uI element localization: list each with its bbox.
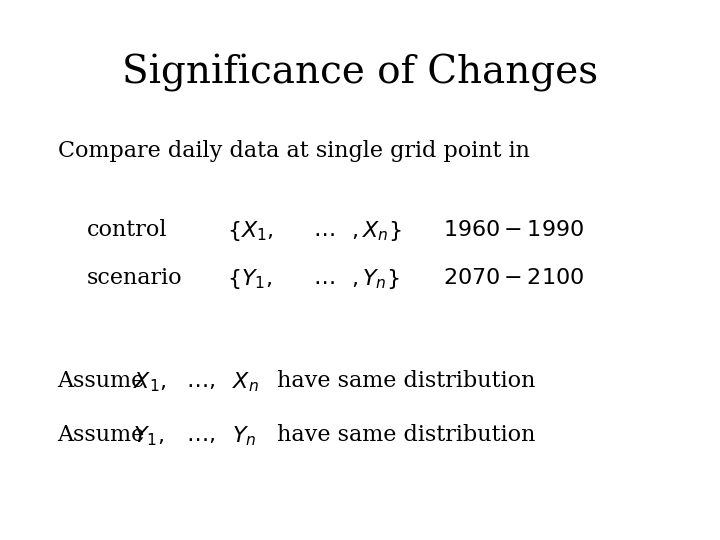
Text: $\ldots,$: $\ldots,$ bbox=[179, 424, 215, 446]
Text: scenario: scenario bbox=[86, 267, 182, 289]
Text: have same distribution: have same distribution bbox=[270, 424, 536, 446]
Text: $\{X_1,$: $\{X_1,$ bbox=[227, 219, 274, 242]
Text: $1960-1990$: $1960-1990$ bbox=[443, 219, 584, 241]
Text: have same distribution: have same distribution bbox=[270, 370, 536, 392]
Text: $Y_1,$: $Y_1,$ bbox=[133, 424, 164, 448]
Text: $\{Y_1,$: $\{Y_1,$ bbox=[227, 267, 272, 291]
Text: $, Y_n\}$: $, Y_n\}$ bbox=[351, 267, 400, 291]
Text: Assume: Assume bbox=[58, 370, 152, 392]
Text: $2070-2100$: $2070-2100$ bbox=[443, 267, 584, 289]
Text: Significance of Changes: Significance of Changes bbox=[122, 54, 598, 92]
Text: $, X_n\}$: $, X_n\}$ bbox=[351, 219, 402, 242]
Text: $X_1,$: $X_1,$ bbox=[133, 370, 167, 394]
Text: Compare daily data at single grid point in: Compare daily data at single grid point … bbox=[58, 140, 529, 163]
Text: Assume: Assume bbox=[58, 424, 152, 446]
Text: $Y_n$: $Y_n$ bbox=[232, 424, 256, 448]
Text: control: control bbox=[86, 219, 167, 241]
Text: $\ldots$: $\ldots$ bbox=[313, 219, 335, 241]
Text: $\ldots,$: $\ldots,$ bbox=[179, 370, 215, 392]
Text: $\ldots$: $\ldots$ bbox=[313, 267, 335, 289]
Text: $X_n$: $X_n$ bbox=[232, 370, 258, 394]
